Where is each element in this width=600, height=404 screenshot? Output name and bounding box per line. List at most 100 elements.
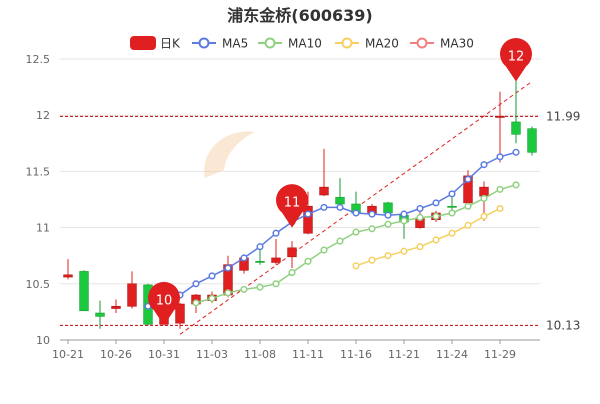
candle-body — [335, 196, 345, 205]
ma-point — [240, 285, 248, 293]
ma-point — [416, 204, 424, 213]
x-tick-label: 11-29 — [484, 348, 516, 361]
ma-point — [448, 229, 456, 237]
ma-point — [448, 190, 456, 198]
ma-point — [240, 254, 248, 262]
ma-point — [272, 229, 280, 237]
ma-point — [368, 225, 376, 233]
legend-swatch-dot — [198, 37, 210, 49]
ma-point — [352, 262, 360, 270]
legend: 日K MA5 MA10 MA20 MA30 — [130, 36, 474, 51]
legend-label: MA10 — [288, 37, 322, 51]
legend-label: 日K — [160, 37, 181, 51]
ma-point — [208, 272, 216, 280]
ma-point — [320, 246, 328, 254]
candle-body — [127, 283, 137, 307]
ma-point — [448, 209, 456, 217]
ma-point — [512, 181, 520, 189]
candle-body — [319, 186, 329, 196]
x-tick-label: 11-03 — [196, 348, 228, 361]
candle-body — [383, 202, 393, 214]
legend-label: MA20 — [365, 37, 399, 51]
candle-body — [271, 257, 281, 263]
x-tick-label: 10-21 — [52, 348, 84, 361]
ma-point — [352, 228, 360, 236]
ma-point — [304, 210, 312, 218]
ma-point — [464, 221, 472, 229]
ma-point — [192, 280, 200, 288]
ma-point — [480, 212, 488, 220]
candle-body — [95, 312, 105, 317]
price-marker-pin — [500, 37, 532, 82]
watermark — [204, 131, 255, 178]
x-tick-label: 11-08 — [244, 348, 276, 361]
price-marker-pin — [148, 281, 180, 326]
ma-line — [355, 207, 501, 267]
price-marker-label: 10 — [156, 293, 173, 308]
moving-averages — [144, 148, 520, 314]
candle-body — [495, 116, 505, 118]
y-axis: 10 10.5 11 11.5 12 12.5 — [26, 53, 51, 347]
ma-point — [400, 210, 408, 218]
ma-point — [512, 148, 520, 156]
legend-swatch-candle — [130, 36, 156, 50]
candle-body — [447, 205, 457, 208]
ma-point — [192, 299, 200, 307]
y-tick-label: 11.5 — [26, 165, 51, 178]
price-marker-pin — [276, 184, 308, 228]
ma-point — [224, 289, 232, 297]
candle-body — [479, 186, 489, 197]
reference-label: 11.99 — [546, 109, 580, 123]
ma-point — [320, 203, 328, 211]
candle-body — [175, 303, 185, 324]
y-tick-label: 10.5 — [26, 278, 51, 291]
candle-body — [255, 261, 265, 263]
legend-swatch-dot — [264, 37, 276, 49]
x-tick-label: 11-11 — [292, 348, 324, 361]
ma-point — [416, 243, 424, 251]
candle-body — [63, 274, 73, 278]
ma-point — [256, 243, 264, 251]
ma-line — [147, 151, 517, 311]
y-tick-label: 10 — [36, 334, 50, 347]
ma-point — [336, 237, 344, 245]
legend-swatch-dot — [341, 37, 353, 49]
price-marker-label: 12 — [508, 49, 525, 64]
ma-point — [272, 280, 280, 288]
ma-point — [464, 202, 472, 210]
ma-point — [432, 236, 440, 244]
ma-point — [288, 269, 296, 277]
ma-point — [384, 211, 392, 219]
ma-point — [496, 153, 504, 161]
price-markers: 10 11 12 — [148, 37, 532, 326]
x-axis: 10-21 10-26 10-31 11-03 11-08 11-11 11-16 11-21… — [52, 339, 540, 361]
ma-point — [224, 264, 232, 272]
ma-point — [496, 185, 504, 193]
x-tick-label: 11-21 — [388, 348, 420, 361]
candle-body — [527, 128, 537, 153]
candle-body — [111, 305, 121, 309]
ma-point — [464, 175, 472, 183]
ma-point — [352, 209, 360, 217]
y-tick-label: 12.5 — [26, 53, 51, 66]
ma-point — [400, 217, 408, 225]
trend-line — [179, 81, 533, 335]
y-tick-label: 12 — [36, 109, 50, 122]
ma-point — [384, 220, 392, 228]
candle-body — [79, 271, 89, 312]
legend-swatch-dot — [416, 37, 428, 49]
x-tick-label: 10-26 — [100, 348, 132, 361]
ma-point — [368, 210, 376, 218]
ma-point — [480, 194, 488, 202]
ma-point — [400, 247, 408, 255]
legend-label: MA30 — [440, 37, 474, 51]
watermark-logo — [204, 131, 255, 178]
ma-point — [416, 213, 424, 222]
x-tick-label: 11-16 — [340, 348, 372, 361]
ma-point — [496, 204, 504, 213]
ma-point — [432, 199, 440, 207]
candle-body — [287, 247, 297, 258]
ma-point — [208, 294, 216, 302]
